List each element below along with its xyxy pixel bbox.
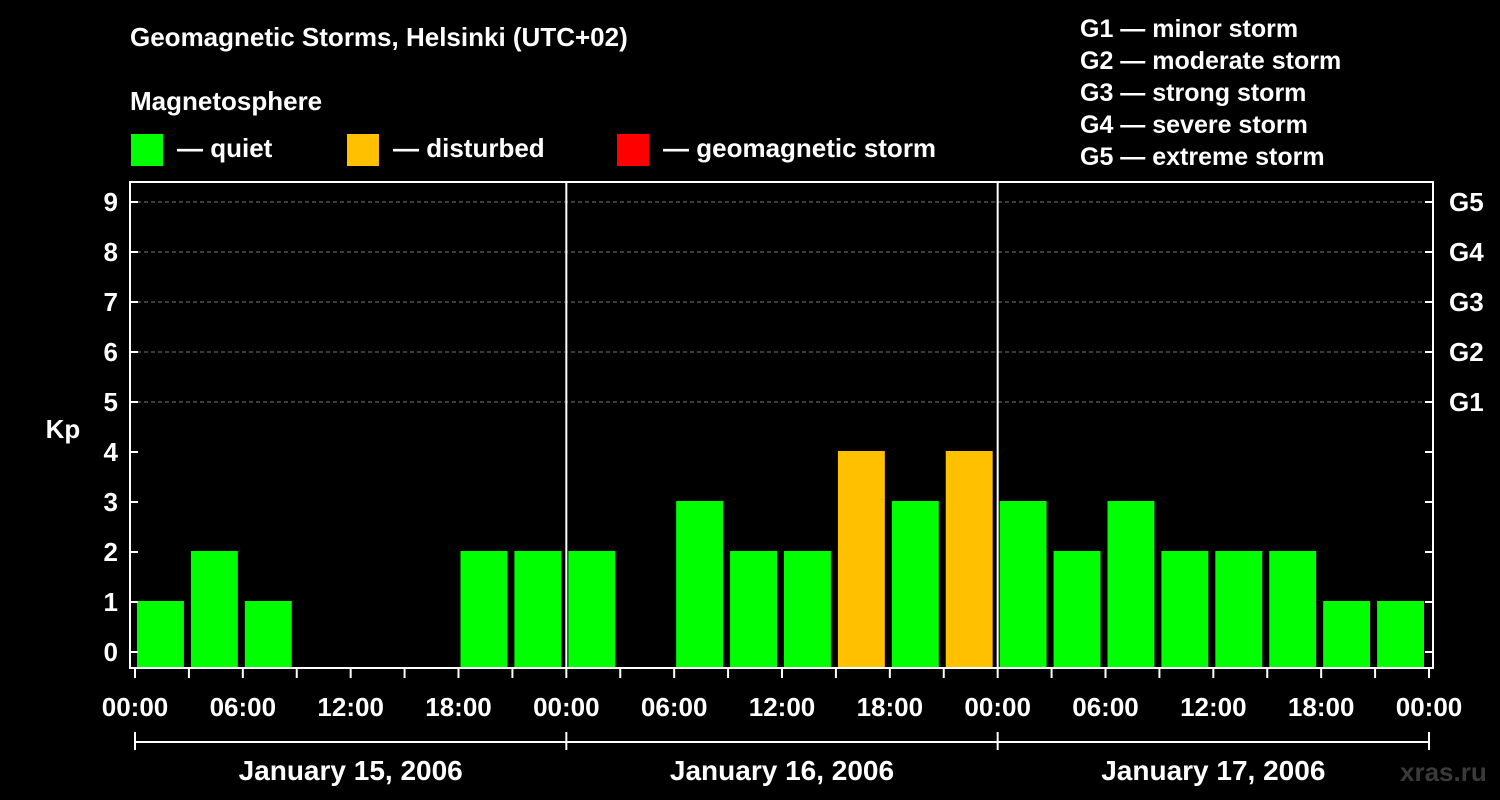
y-axis-label: Kp	[46, 414, 81, 444]
bar-8	[568, 551, 616, 668]
x-tick-label-6: 12:00	[749, 692, 816, 722]
bar-11	[730, 551, 777, 668]
legend-swatch-quiet	[131, 134, 163, 166]
bar-1	[190, 551, 238, 668]
y-tick-label-7: 7	[104, 287, 118, 317]
bar-15	[945, 451, 993, 668]
x-tick-label-0: 00:00	[102, 692, 169, 722]
bar-22	[1323, 601, 1371, 668]
bar-23	[1377, 601, 1424, 668]
bar-6	[460, 551, 508, 668]
y-tick-label-8: 8	[104, 237, 118, 267]
day-label-2: January 17, 2006	[1101, 755, 1325, 786]
g-tick-label-g3: G3	[1449, 287, 1484, 317]
x-tick-label-9: 06:00	[1072, 692, 1139, 722]
y-tick-label-3: 3	[104, 487, 118, 517]
y-tick-label-4: 4	[104, 437, 119, 467]
x-tick-label-11: 18:00	[1288, 692, 1355, 722]
x-tick-label-1: 06:00	[210, 692, 277, 722]
g-scale-g2: G2 — moderate storm	[1080, 47, 1342, 75]
x-tick-label-8: 00:00	[964, 692, 1031, 722]
y-tick-label-2: 2	[104, 537, 118, 567]
x-tick-label-12: 00:00	[1396, 692, 1463, 722]
bar-17	[1053, 551, 1101, 668]
y-tick-label-5: 5	[104, 387, 118, 417]
g-scale-g5: G5 — extreme storm	[1080, 143, 1325, 171]
bar-20	[1215, 551, 1263, 668]
x-tick-label-4: 00:00	[533, 692, 600, 722]
g-tick-label-g5: G5	[1449, 187, 1484, 217]
legend-label-quiet: — quiet	[177, 133, 273, 163]
bar-21	[1269, 551, 1317, 668]
bar-2	[244, 601, 292, 668]
g-tick-label-g4: G4	[1449, 237, 1484, 267]
magnetosphere-label: Magnetosphere	[130, 86, 323, 116]
bar-19	[1161, 551, 1209, 668]
legend-label-storm: — geomagnetic storm	[663, 133, 937, 163]
x-tick-label-5: 06:00	[641, 692, 708, 722]
watermark: xras.ru	[1400, 757, 1487, 787]
g-tick-label-g1: G1	[1449, 387, 1484, 417]
y-tick-label-1: 1	[104, 587, 118, 617]
chart-title: Geomagnetic Storms, Helsinki (UTC+02)	[130, 22, 628, 52]
bar-7	[514, 551, 562, 668]
g-tick-label-g2: G2	[1449, 337, 1484, 367]
day-label-1: January 16, 2006	[670, 755, 894, 786]
bar-0	[137, 601, 184, 668]
bar-16	[999, 501, 1047, 668]
legend-swatch-disturbed	[347, 134, 379, 166]
legend-swatch-storm	[617, 134, 649, 166]
bar-18	[1107, 501, 1155, 668]
bar-10	[676, 501, 724, 668]
y-tick-label-9: 9	[104, 187, 118, 217]
bar-13	[837, 451, 885, 668]
x-tick-label-10: 12:00	[1180, 692, 1247, 722]
x-tick-label-2: 12:00	[317, 692, 384, 722]
y-tick-label-6: 6	[104, 337, 118, 367]
g-scale-g1: G1 — minor storm	[1080, 15, 1299, 43]
bar-14	[891, 501, 939, 668]
g-scale-g4: G4 — severe storm	[1080, 111, 1308, 139]
x-tick-label-7: 18:00	[857, 692, 924, 722]
legend-label-disturbed: — disturbed	[393, 133, 545, 163]
x-tick-label-3: 18:00	[425, 692, 492, 722]
g-scale-g3: G3 — strong storm	[1080, 79, 1307, 107]
y-tick-label-0: 0	[104, 637, 118, 667]
day-label-0: January 15, 2006	[239, 755, 463, 786]
bar-12	[784, 551, 831, 668]
